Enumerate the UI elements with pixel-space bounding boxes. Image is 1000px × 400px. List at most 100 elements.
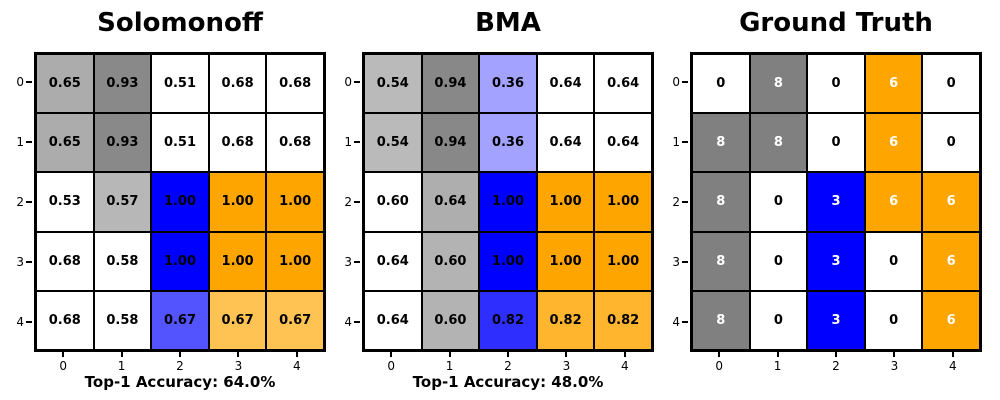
x-tick-label-0: 0 [34, 352, 92, 376]
y-tick-label-0: 0 [0, 52, 32, 112]
panel-title-solomonoff: Solomonoff [97, 8, 263, 38]
heatmap-cell-r0-c0: 0.65 [36, 54, 94, 114]
heatmap-cell-r2-c0: 0.60 [364, 172, 422, 232]
heatmap-cell-r2-c1: 0 [749, 172, 808, 232]
panel-title-ground-truth: Ground Truth [739, 8, 933, 38]
x-tick-label-2: 2 [807, 352, 865, 376]
x-tick-label-2: 2 [151, 352, 209, 376]
heatmap-cell-r0-c0: 0 [692, 54, 750, 114]
heatmap-cell-r4-c0: 8 [692, 290, 750, 350]
heatmap-cell-r3-c1: 0 [749, 231, 808, 291]
y-tick-label-4: 4 [0, 292, 32, 352]
heatmap-cell-r0-c1: 8 [749, 54, 808, 114]
heatmap-cell-r3-c0: 0.64 [364, 231, 422, 291]
x-tick-label-1: 1 [92, 352, 150, 376]
heatmap-cell-r2-c4: 1.00 [594, 172, 652, 232]
heatmap-cell-r4-c4: 0.67 [266, 290, 324, 350]
heatmap-cell-r0-c4: 0 [922, 54, 980, 114]
y-tick-label-1: 1 [656, 112, 688, 172]
y-tick-label-4: 4 [328, 292, 360, 352]
heatmap-grid-bma: 0.54 0.94 0.36 0.64 0.64 0.54 0.94 0.36 0.64 0.64… [362, 52, 654, 352]
heatmap-cell-r4-c3: 0 [864, 290, 923, 350]
y-tick-label-2: 2 [0, 172, 32, 232]
y-tick-label-0: 0 [328, 52, 360, 112]
heatmap-cell-r2-c3: 6 [864, 172, 923, 232]
panel-solomonoff: Solomonoff 0.65 0.93 0.51 0.68 0.68 0.65 0.93 0… [16, 0, 326, 400]
x-tick-label-4: 4 [596, 352, 654, 376]
x-tick-label-2: 2 [479, 352, 537, 376]
heatmap-cell-r4-c0: 0.68 [36, 290, 94, 350]
heatmap-cell-r4-c3: 0.67 [208, 290, 267, 350]
heatmap-cell-r4-c1: 0.58 [93, 290, 152, 350]
heatmap-cell-r1-c1: 8 [749, 113, 808, 173]
heatmap-cell-r0-c3: 0.68 [208, 54, 267, 114]
x-tick-label-4: 4 [924, 352, 982, 376]
heatmap-cell-r0-c1: 0.93 [93, 54, 152, 114]
heatmap-cell-r0-c3: 0.64 [536, 54, 595, 114]
heatmap-cell-r3-c1: 0.58 [93, 231, 152, 291]
y-tick-label-3: 3 [328, 232, 360, 292]
heatmap-cell-r2-c0: 8 [692, 172, 750, 232]
heatmap-cell-r3-c2: 3 [807, 231, 865, 291]
y-tick-label-2: 2 [656, 172, 688, 232]
heatmap-cell-r1-c4: 0 [922, 113, 980, 173]
heatmap-cell-r2-c4: 6 [922, 172, 980, 232]
heatmap-cell-r0-c4: 0.64 [594, 54, 652, 114]
heatmap-cell-r3-c4: 1.00 [594, 231, 652, 291]
heatmap-cell-r0-c4: 0.68 [266, 54, 324, 114]
heatmap-cell-r4-c1: 0.60 [421, 290, 480, 350]
heatmap-cell-r4-c4: 0.82 [594, 290, 652, 350]
panel-title-bma: BMA [475, 8, 541, 38]
heatmap-cell-r1-c1: 0.94 [421, 113, 480, 173]
heatmap-cell-r3-c3: 0 [864, 231, 923, 291]
x-tick-label-4: 4 [268, 352, 326, 376]
heatmap-cell-r3-c4: 1.00 [266, 231, 324, 291]
heatmap-cell-r1-c2: 0.51 [151, 113, 209, 173]
heatmap-cell-r1-c4: 0.68 [266, 113, 324, 173]
heatmap-cell-r1-c4: 0.64 [594, 113, 652, 173]
heatmap-cell-r2-c2: 1.00 [151, 172, 209, 232]
heatmap-cell-r2-c3: 1.00 [536, 172, 595, 232]
heatmap-cell-r2-c1: 0.64 [421, 172, 480, 232]
heatmap-cell-r4-c3: 0.82 [536, 290, 595, 350]
heatmap-cell-r0-c0: 0.54 [364, 54, 422, 114]
heatmap-cell-r3-c2: 1.00 [151, 231, 209, 291]
heatmap-cell-r3-c0: 0.68 [36, 231, 94, 291]
heatmap-cell-r0-c2: 0.36 [479, 54, 537, 114]
heatmap-cell-r1-c3: 6 [864, 113, 923, 173]
heatmap-cell-r2-c2: 1.00 [479, 172, 537, 232]
y-tick-label-4: 4 [656, 292, 688, 352]
heatmap-cell-r4-c0: 0.64 [364, 290, 422, 350]
heatmap-cell-r4-c2: 0.67 [151, 290, 209, 350]
y-tick-label-3: 3 [0, 232, 32, 292]
heatmap-cell-r2-c1: 0.57 [93, 172, 152, 232]
accuracy-caption-bma: Top-1 Accuracy: 48.0% [412, 373, 604, 391]
heatmap-grid-solomonoff: 0.65 0.93 0.51 0.68 0.68 0.65 0.93 0.51 0.68 0.68… [34, 52, 326, 352]
x-tick-label-3: 3 [209, 352, 267, 376]
heatmap-cell-r0-c2: 0 [807, 54, 865, 114]
heatmap-cell-r3-c2: 1.00 [479, 231, 537, 291]
x-tick-label-1: 1 [748, 352, 806, 376]
heatmap-cell-r1-c0: 0.65 [36, 113, 94, 173]
heatmap-cell-r2-c3: 1.00 [208, 172, 267, 232]
heatmap-cell-r1-c0: 8 [692, 113, 750, 173]
heatmap-cell-r0-c1: 0.94 [421, 54, 480, 114]
y-tick-label-3: 3 [656, 232, 688, 292]
heatmap-cell-r0-c2: 0.51 [151, 54, 209, 114]
heatmap-cell-r3-c4: 6 [922, 231, 980, 291]
heatmap-cell-r1-c2: 0 [807, 113, 865, 173]
y-tick-label-0: 0 [656, 52, 688, 112]
heatmap-cell-r1-c3: 0.64 [536, 113, 595, 173]
y-tick-label-1: 1 [328, 112, 360, 172]
heatmap-cell-r4-c2: 3 [807, 290, 865, 350]
panel-bma: BMA 0.54 0.94 0.36 0.64 0.64 0.54 0.94 0.36 0.64… [344, 0, 654, 400]
x-tick-label-1: 1 [420, 352, 478, 376]
x-tick-label-0: 0 [690, 352, 748, 376]
heatmap-cell-r3-c3: 1.00 [208, 231, 267, 291]
y-tick-label-2: 2 [328, 172, 360, 232]
heatmap-cell-r3-c0: 8 [692, 231, 750, 291]
heatmap-cell-r4-c4: 6 [922, 290, 980, 350]
